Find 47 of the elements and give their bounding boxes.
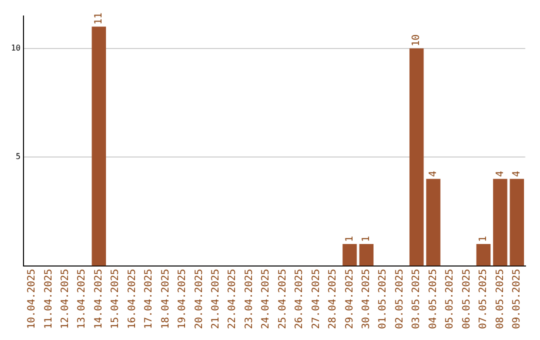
data-label: 1 [361, 236, 372, 242]
bar [426, 178, 440, 266]
x-tick-label: 22.04.2025 [227, 268, 238, 330]
x-tick-label: 15.04.2025 [110, 268, 122, 330]
x-tick-label: 03.05.2025 [411, 268, 422, 330]
x-tick-label: 26.04.2025 [294, 268, 306, 330]
x-tick-label: 09.05.2025 [511, 268, 522, 330]
x-tick-label: 25.04.2025 [277, 268, 288, 330]
x-tick-label: 04.05.2025 [428, 268, 439, 330]
bar [493, 178, 508, 266]
x-tick-label: 05.05.2025 [444, 268, 456, 330]
x-tick-label: 18.04.2025 [160, 268, 172, 330]
bar [359, 244, 374, 266]
bar [92, 26, 106, 266]
x-tick-label: 20.04.2025 [194, 268, 205, 330]
x-tick-label: 23.04.2025 [244, 268, 255, 330]
x-tick-label: 12.04.2025 [60, 268, 72, 330]
x-tick-label: 14.04.2025 [93, 268, 104, 330]
x-tick-label: 21.04.2025 [210, 268, 222, 330]
x-tick-label: 08.05.2025 [494, 268, 506, 330]
bar [510, 178, 524, 266]
data-label: 10 [411, 34, 422, 46]
x-tick-label: 11.04.2025 [43, 268, 54, 330]
x-tick-label: 17.04.2025 [144, 268, 155, 330]
data-label: 11 [93, 12, 104, 25]
x-tick-label: 01.05.2025 [378, 268, 389, 330]
data-label: 4 [428, 170, 439, 177]
x-tick-label: 27.04.2025 [310, 268, 322, 330]
x-tick-label: 07.05.2025 [478, 268, 490, 330]
x-tick-label: 24.04.2025 [260, 268, 272, 330]
x-tick-label: 29.04.2025 [344, 268, 356, 330]
bar [409, 48, 424, 266]
x-tick-label: 10.04.2025 [26, 268, 38, 330]
x-tick-label: 13.04.2025 [76, 268, 88, 330]
data-label: 1 [344, 236, 356, 242]
data-label: 4 [511, 170, 522, 177]
y-tick-label: 5 [16, 152, 21, 162]
x-tick-label: 19.04.2025 [177, 268, 188, 330]
bar [476, 244, 491, 266]
bar [342, 244, 357, 266]
x-tick-label: 06.05.2025 [461, 268, 472, 330]
data-label: 1 [478, 236, 490, 242]
data-label: 4 [494, 170, 506, 177]
x-tick-label: 16.04.2025 [126, 268, 138, 330]
x-tick-label: 02.05.2025 [394, 268, 406, 330]
x-tick-label: 30.04.2025 [361, 268, 372, 330]
x-tick-label: 28.04.2025 [328, 268, 339, 330]
